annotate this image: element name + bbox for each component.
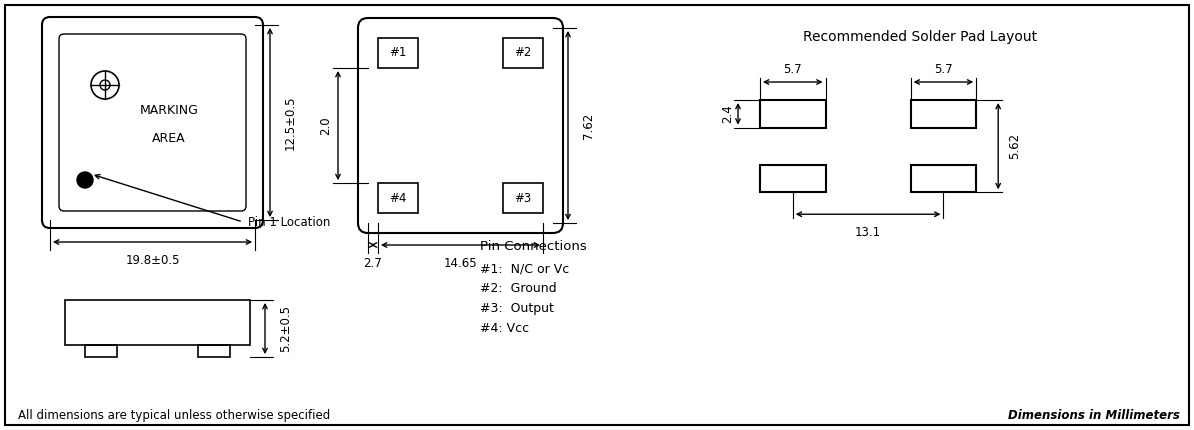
Bar [378, 38, 418, 68]
Bar [198, 345, 230, 357]
FancyBboxPatch shape [358, 18, 564, 233]
Text: #4: #4 [389, 191, 407, 205]
Bar [761, 165, 825, 192]
Text: 19.8±0.5: 19.8±0.5 [125, 254, 180, 267]
Bar [911, 165, 977, 192]
Text: #2:  Ground: #2: Ground [480, 282, 556, 295]
Text: #3: #3 [515, 191, 531, 205]
Text: 13.1: 13.1 [855, 226, 881, 239]
FancyBboxPatch shape [42, 17, 263, 228]
Bar [378, 183, 418, 213]
Bar [64, 300, 250, 345]
Text: Recommended Solder Pad Layout: Recommended Solder Pad Layout [802, 30, 1038, 44]
Bar [503, 38, 543, 68]
Text: 2.4: 2.4 [721, 104, 734, 123]
Text: MARKING: MARKING [140, 104, 198, 117]
Text: 2.0: 2.0 [320, 116, 332, 135]
Text: Pin Connections: Pin Connections [480, 240, 586, 253]
Text: 7.62: 7.62 [581, 112, 595, 138]
Text: AREA: AREA [152, 132, 186, 144]
Text: #1:  N/C or Vc: #1: N/C or Vc [480, 262, 570, 275]
Bar [85, 345, 117, 357]
Text: #1: #1 [389, 46, 407, 59]
Text: 5.62: 5.62 [1008, 133, 1021, 159]
Text: #2: #2 [515, 46, 531, 59]
Bar [911, 100, 977, 128]
Circle shape [76, 172, 93, 188]
Text: #3:  Output: #3: Output [480, 302, 554, 315]
Text: 12.5±0.5: 12.5±0.5 [284, 95, 297, 150]
Text: 14.65: 14.65 [444, 257, 478, 270]
Bar [503, 183, 543, 213]
FancyBboxPatch shape [59, 34, 246, 211]
Text: 2.7: 2.7 [364, 257, 382, 270]
Text: 5.7: 5.7 [783, 63, 802, 76]
Text: 5.7: 5.7 [934, 63, 953, 76]
Text: #4: Vcc: #4: Vcc [480, 322, 529, 335]
Text: All dimensions are typical unless otherwise specified: All dimensions are typical unless otherw… [18, 409, 331, 422]
Bar [761, 100, 825, 128]
Text: Pin 1 Location: Pin 1 Location [248, 215, 331, 228]
Text: 5.2±0.5: 5.2±0.5 [279, 305, 293, 352]
Text: Dimensions in Millimeters: Dimensions in Millimeters [1008, 409, 1180, 422]
